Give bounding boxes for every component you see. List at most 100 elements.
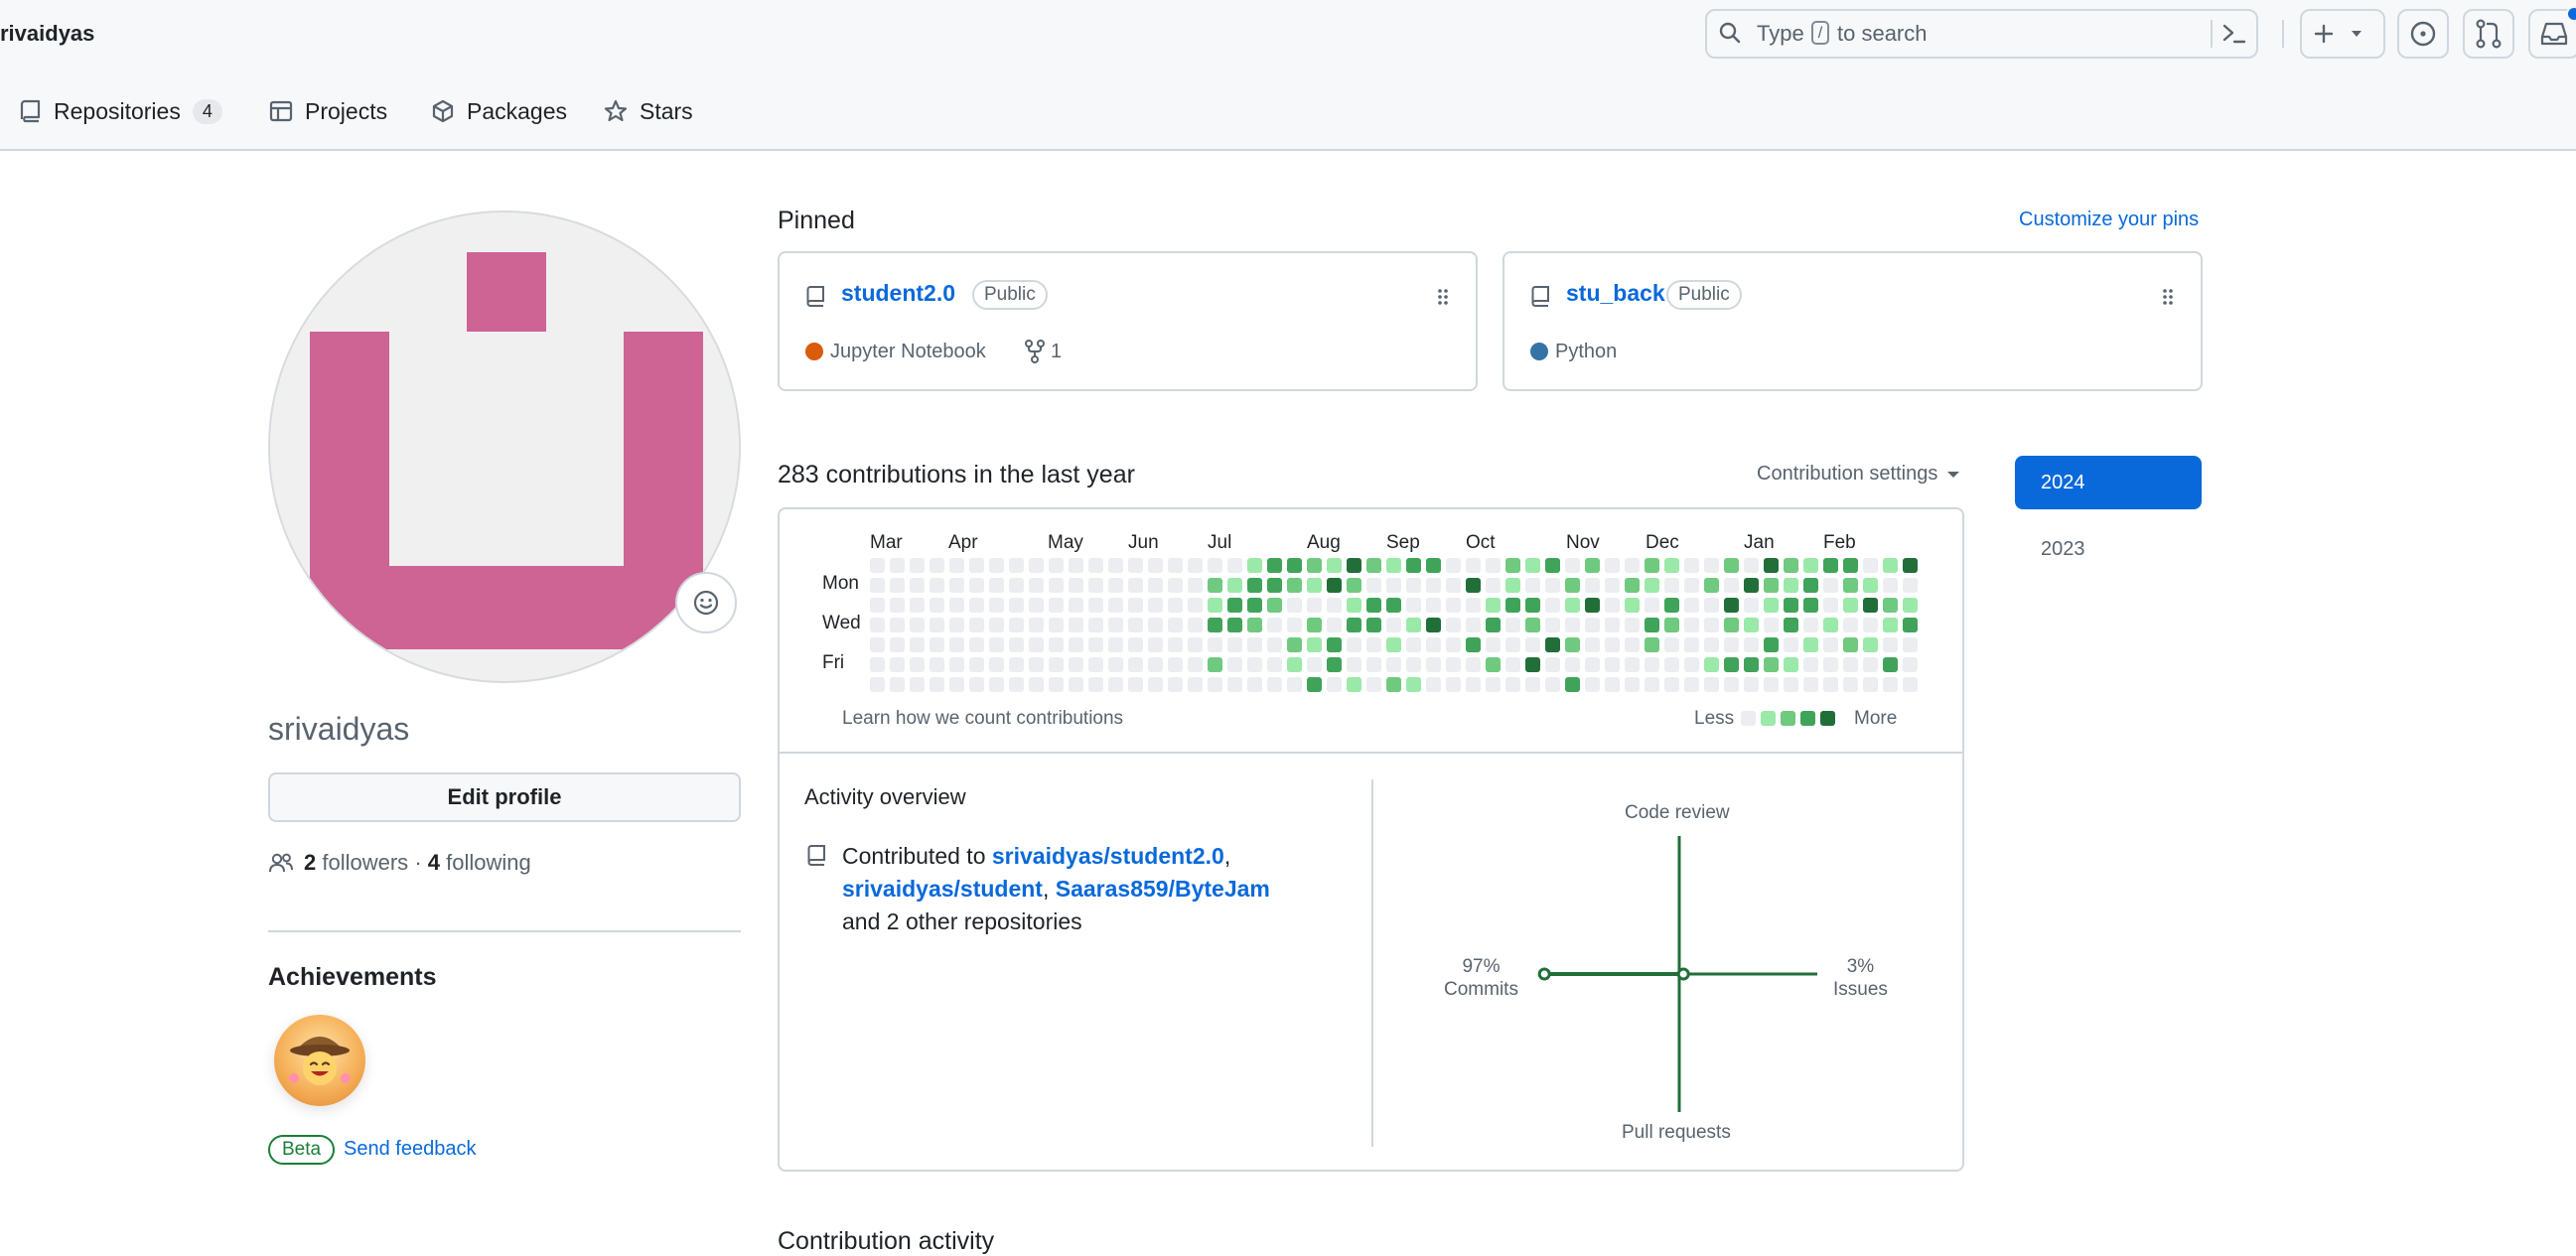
contribution-day-cell[interactable] [1645, 578, 1659, 593]
contribution-day-cell[interactable] [1744, 578, 1759, 593]
contribution-day-cell[interactable] [1505, 637, 1520, 652]
contribution-day-cell[interactable] [1049, 578, 1064, 593]
contribution-day-cell[interactable] [1327, 637, 1342, 652]
contribution-day-cell[interactable] [1287, 657, 1302, 672]
contribution-day-cell[interactable] [910, 618, 925, 632]
contribution-day-cell[interactable] [1227, 618, 1242, 632]
contribution-day-cell[interactable] [1505, 598, 1520, 613]
contribution-day-cell[interactable] [1605, 677, 1620, 692]
contribution-day-cell[interactable] [1029, 598, 1044, 613]
contribution-day-cell[interactable] [1108, 637, 1123, 652]
following-link[interactable]: following [446, 850, 531, 875]
contribution-day-cell[interactable] [1625, 578, 1640, 593]
contribution-day-cell[interactable] [1049, 598, 1064, 613]
contribution-day-cell[interactable] [1227, 598, 1242, 613]
contribution-day-cell[interactable] [949, 598, 964, 613]
contribution-day-cell[interactable] [1188, 578, 1203, 593]
contribution-day-cell[interactable] [1188, 657, 1203, 672]
contribution-day-cell[interactable] [1267, 637, 1282, 652]
contribution-day-cell[interactable] [1128, 637, 1143, 652]
contribution-day-cell[interactable] [1088, 598, 1103, 613]
contribution-day-cell[interactable] [890, 598, 905, 613]
contribution-day-cell[interactable] [1267, 657, 1282, 672]
contribution-day-cell[interactable] [1605, 637, 1620, 652]
contribution-day-cell[interactable] [1744, 677, 1759, 692]
contribution-day-cell[interactable] [1446, 598, 1461, 613]
contribution-day-cell[interactable] [1307, 618, 1322, 632]
contribution-day-cell[interactable] [1227, 637, 1242, 652]
contribution-day-cell[interactable] [1466, 618, 1481, 632]
contribution-day-cell[interactable] [1128, 598, 1143, 613]
contribution-day-cell[interactable] [1406, 677, 1421, 692]
following-count[interactable]: 4 [427, 850, 441, 875]
contribution-day-cell[interactable] [1307, 598, 1322, 613]
contribution-day-cell[interactable] [1823, 618, 1838, 632]
contribution-day-cell[interactable] [1009, 677, 1024, 692]
contribution-day-cell[interactable] [1605, 657, 1620, 672]
contribution-day-cell[interactable] [1267, 558, 1282, 573]
contribution-day-cell[interactable] [1247, 558, 1262, 573]
contribution-day-cell[interactable] [1386, 637, 1401, 652]
pinned-repo-name[interactable]: stu_back [1566, 280, 1665, 306]
contribution-day-cell[interactable] [989, 578, 1004, 593]
contribution-day-cell[interactable] [1069, 598, 1083, 613]
contribution-day-cell[interactable] [1903, 637, 1918, 652]
year-2023-button[interactable]: 2023 [2041, 538, 2085, 560]
contribution-day-cell[interactable] [1426, 677, 1441, 692]
contribution-day-cell[interactable] [1744, 637, 1759, 652]
contribution-day-cell[interactable] [1525, 637, 1540, 652]
contribution-day-cell[interactable] [1883, 677, 1898, 692]
contribution-day-cell[interactable] [1128, 677, 1143, 692]
contribution-day-cell[interactable] [1088, 618, 1103, 632]
contribution-day-cell[interactable] [1505, 558, 1520, 573]
contribution-day-cell[interactable] [1863, 578, 1878, 593]
contribution-day-cell[interactable] [1645, 558, 1659, 573]
contribution-day-cell[interactable] [1605, 558, 1620, 573]
contribution-day-cell[interactable] [1903, 657, 1918, 672]
contribution-day-cell[interactable] [1525, 657, 1540, 672]
contribution-day-cell[interactable] [1208, 578, 1222, 593]
repo-link[interactable]: srivaidyas/student [842, 876, 1043, 902]
contribution-day-cell[interactable] [1069, 618, 1083, 632]
contribution-day-cell[interactable] [1883, 578, 1898, 593]
tab-projects[interactable]: Projects [269, 91, 387, 131]
tab-packages[interactable]: Packages [431, 91, 567, 131]
contribution-day-cell[interactable] [1605, 578, 1620, 593]
contribution-day-cell[interactable] [1565, 657, 1580, 672]
contribution-day-cell[interactable] [1585, 558, 1600, 573]
contribution-day-cell[interactable] [1426, 618, 1441, 632]
contribution-day-cell[interactable] [1545, 578, 1560, 593]
contribution-day-cell[interactable] [969, 578, 984, 593]
contribution-day-cell[interactable] [1327, 558, 1342, 573]
contribution-day-cell[interactable] [1764, 637, 1779, 652]
contribution-day-cell[interactable] [1843, 598, 1858, 613]
contribution-day-cell[interactable] [1764, 677, 1779, 692]
contribution-day-cell[interactable] [1426, 637, 1441, 652]
contribution-day-cell[interactable] [1386, 657, 1401, 672]
contribution-day-cell[interactable] [1307, 558, 1322, 573]
contribution-day-cell[interactable] [1029, 657, 1044, 672]
contribution-day-cell[interactable] [1267, 618, 1282, 632]
contribution-day-cell[interactable] [1088, 677, 1103, 692]
contribution-day-cell[interactable] [1684, 618, 1699, 632]
contribution-day-cell[interactable] [1088, 637, 1103, 652]
contribution-day-cell[interactable] [1466, 598, 1481, 613]
contribution-day-cell[interactable] [1386, 578, 1401, 593]
contribution-settings-dropdown[interactable]: Contribution settings [1757, 463, 1959, 486]
achievement-badge[interactable] [274, 1015, 365, 1106]
contribution-day-cell[interactable] [949, 578, 964, 593]
contribution-day-cell[interactable] [1863, 618, 1878, 632]
contribution-day-cell[interactable] [1188, 558, 1203, 573]
contribution-day-cell[interactable] [1188, 618, 1203, 632]
avatar[interactable] [268, 210, 741, 683]
contribution-day-cell[interactable] [1625, 657, 1640, 672]
contribution-day-cell[interactable] [1327, 657, 1342, 672]
contribution-day-cell[interactable] [1009, 598, 1024, 613]
contribution-day-cell[interactable] [1843, 637, 1858, 652]
contribution-day-cell[interactable] [1625, 618, 1640, 632]
search-input[interactable] [1705, 9, 2258, 59]
contribution-day-cell[interactable] [1486, 558, 1501, 573]
contribution-day-cell[interactable] [1843, 677, 1858, 692]
contribution-day-cell[interactable] [1684, 598, 1699, 613]
contribution-day-cell[interactable] [1069, 558, 1083, 573]
